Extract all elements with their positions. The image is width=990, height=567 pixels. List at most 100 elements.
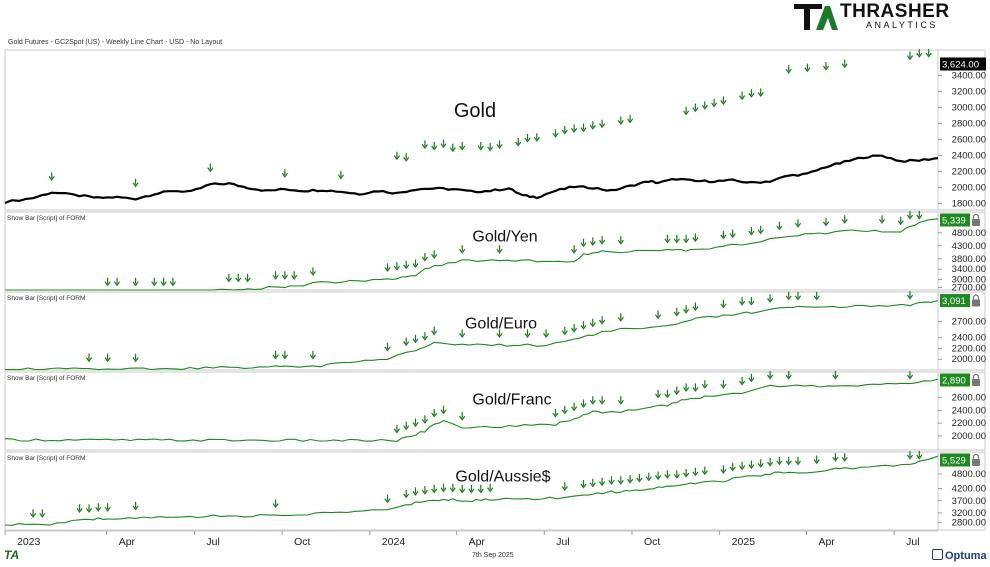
form-signal-arrow (720, 96, 727, 106)
form-signal-arrow (813, 291, 820, 301)
form-signal-arrow (132, 501, 139, 511)
arrow-head (580, 324, 587, 330)
form-signal-arrow (412, 487, 419, 496)
form-signal-arrow (794, 456, 802, 466)
y-tick-label: 3400.00 (952, 264, 986, 275)
form-signal-arrow (384, 263, 391, 273)
form-signal-arrow (421, 486, 428, 495)
series-line-gold-aussie (4, 455, 939, 526)
form-signal-arrow (794, 219, 802, 228)
y-tick-label: 3200.00 (952, 87, 986, 98)
form-signal-arrow (711, 98, 718, 108)
arrow-head (571, 327, 578, 333)
form-signal-arrow (440, 139, 447, 149)
thrasher-logo: THRASHER ANALYTICS (792, 0, 962, 34)
arrow-head (403, 264, 410, 270)
form-signal-arrow (571, 324, 578, 333)
y-tick-label: 2700.00 (952, 282, 986, 293)
arrow-head (29, 512, 37, 518)
arrow-head (412, 490, 419, 496)
form-signal-arrow (132, 178, 139, 188)
form-signal-arrow (169, 277, 176, 287)
form-signal-arrow (683, 106, 690, 116)
form-signal-arrow (337, 170, 344, 180)
form-signal-arrow (776, 221, 783, 231)
arrow-head (673, 238, 680, 244)
y-tick-label: 2000.00 (952, 431, 986, 442)
arrow-head (645, 476, 652, 482)
arrow-head (655, 393, 662, 399)
form-signal-arrow (701, 101, 708, 110)
y-tick-label: 3800.00 (952, 254, 986, 265)
lock-icon-shackle (972, 453, 980, 459)
arrow-head (272, 354, 279, 360)
arrow-head (384, 346, 391, 352)
form-signal-arrow (599, 316, 606, 325)
x-tick-label: Jul (556, 536, 569, 548)
form-signal-arrow (785, 456, 792, 466)
arrow-head (169, 281, 176, 287)
arrow-head (822, 65, 830, 71)
arrow-head (244, 277, 251, 283)
last-value-badge (940, 57, 986, 71)
arrow-head (916, 214, 923, 220)
arrow-head (132, 281, 139, 287)
form-signal-arrow (906, 371, 914, 380)
arrow-head (440, 409, 447, 415)
arrow-head (589, 124, 596, 130)
arrow-head (841, 218, 848, 224)
form-signal-arrow (767, 458, 774, 467)
arrow-head (113, 281, 121, 287)
arrow-head (608, 479, 615, 485)
arrow-head (393, 155, 400, 161)
form-signal-arrow (421, 332, 428, 341)
y-tick-label: 3200.00 (952, 508, 986, 519)
form-signal-arrow (804, 63, 811, 73)
form-signal-arrow (589, 396, 596, 405)
arrow-head (785, 374, 792, 380)
form-signal-arrow (692, 103, 699, 113)
form-signal-arrow (692, 467, 699, 477)
form-signal-arrow (95, 503, 102, 512)
arrow-head (701, 470, 708, 476)
arrow-head (39, 512, 46, 518)
form-signal-arrow (589, 318, 596, 328)
arrow-head (281, 274, 288, 280)
arrow-head (832, 374, 839, 380)
x-tick-label: Oct (294, 536, 310, 548)
form-signal-arrow (440, 483, 447, 493)
form-signal-arrow (822, 217, 830, 227)
lock-icon (972, 219, 980, 226)
y-tick-label: 2200.00 (952, 343, 986, 354)
arrow-head (720, 469, 727, 475)
form-signal-arrow (925, 49, 932, 58)
y-tick-label: 2800.00 (952, 119, 986, 130)
arrow-head (813, 459, 820, 465)
form-signal-arrow (272, 499, 279, 509)
form-signal-arrow (477, 142, 484, 151)
arrow-head (440, 487, 447, 493)
arrow-head (431, 145, 438, 151)
form-signal-arrow (132, 353, 139, 363)
arrow-head (916, 454, 923, 460)
arrow-head (580, 403, 587, 409)
form-signal-arrow (701, 466, 708, 476)
arrow-head (617, 399, 624, 405)
form-signal-arrow (673, 307, 680, 317)
form-signal-arrow (412, 334, 419, 344)
arrow-head (403, 493, 410, 499)
arrow-head (906, 454, 914, 460)
arrow-head (906, 55, 914, 61)
arrow-head (589, 322, 596, 328)
arrow-head (720, 383, 727, 389)
arrow-head (627, 478, 634, 484)
form-signal-arrow (421, 415, 428, 424)
form-signal-arrow (468, 484, 475, 494)
last-value-badge (940, 213, 970, 227)
form-signal-arrow (487, 483, 494, 493)
y-tick-label: 2400.00 (952, 151, 986, 162)
y-tick-label: 1800.00 (952, 199, 986, 210)
form-signal-arrow (412, 259, 419, 269)
form-signal-arrow (104, 503, 111, 512)
